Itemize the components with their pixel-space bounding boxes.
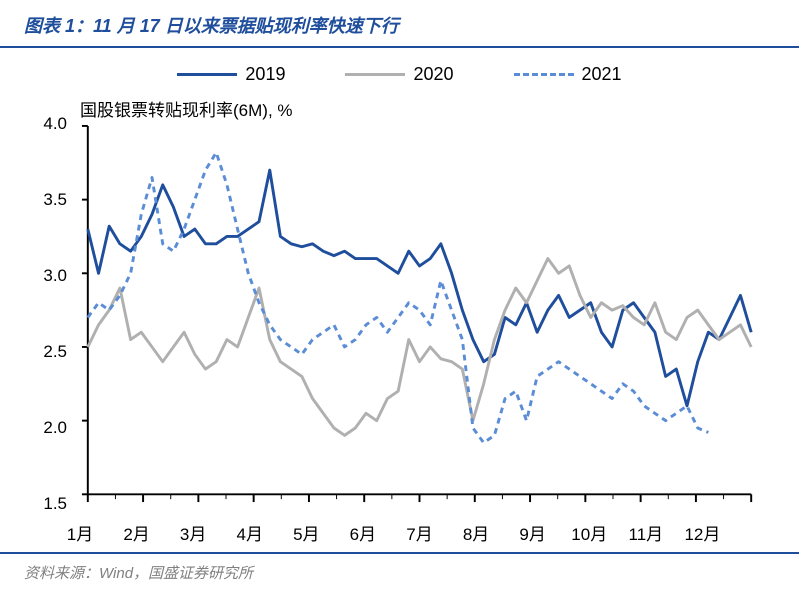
source-footer: 资料来源：Wind，国盛证券研究所 [0,552,799,591]
x-tick-label: 12月 [684,520,720,545]
title-bar: 图表 1：11 月 17 日以来票据贴现利率快速下行 [0,0,799,48]
x-tick-label: 7月 [406,520,432,545]
x-tick-label: 4月 [237,520,263,545]
plot-region [80,124,759,504]
legend-label: 2021 [582,64,622,85]
y-tick-label: 1.5 [43,494,67,514]
legend-label: 2020 [413,64,453,85]
figure-container: 图表 1：11 月 17 日以来票据贴现利率快速下行 2019 2020 202… [0,0,799,616]
y-axis-labels: 1.52.02.53.03.54.0 [30,124,75,504]
y-tick-label: 3.0 [43,266,67,286]
y-tick-label: 3.5 [43,190,67,210]
x-tick-label: 3月 [180,520,206,545]
legend-swatch-2019 [177,73,237,76]
legend-item-2019: 2019 [177,64,285,85]
legend-item-2021: 2021 [514,64,622,85]
chart-area: 2019 2020 2021 国股银票转贴现利率(6M), % 1.5 2.0 2.… [30,64,769,544]
y-tick-label: 2.5 [43,342,67,362]
x-tick-label: 6月 [350,520,376,545]
legend-item-2020: 2020 [345,64,453,85]
x-tick-label: 2月 [123,520,149,545]
x-tick-label: 11月 [629,520,664,545]
x-tick-label: 10月 [571,520,607,545]
y-tick-label: 2.0 [43,418,67,438]
legend-swatch-2021 [514,73,574,76]
legend: 2019 2020 2021 [30,64,769,85]
line-chart-svg [80,124,759,504]
legend-swatch-2020 [345,73,405,76]
legend-label: 2019 [245,64,285,85]
chart-title: 图表 1：11 月 17 日以来票据贴现利率快速下行 [24,16,399,36]
y-tick-label: 4.0 [43,114,67,134]
x-tick-label: 9月 [519,520,545,545]
x-axis-labels: 1月2月3月4月5月6月7月8月9月10月11月12月 [80,514,759,544]
x-tick-label: 1月 [67,520,93,545]
y-axis-title: 国股银票转贴现利率(6M), % [80,96,293,121]
x-tick-label: 5月 [293,520,319,545]
x-tick-label: 8月 [463,520,489,545]
